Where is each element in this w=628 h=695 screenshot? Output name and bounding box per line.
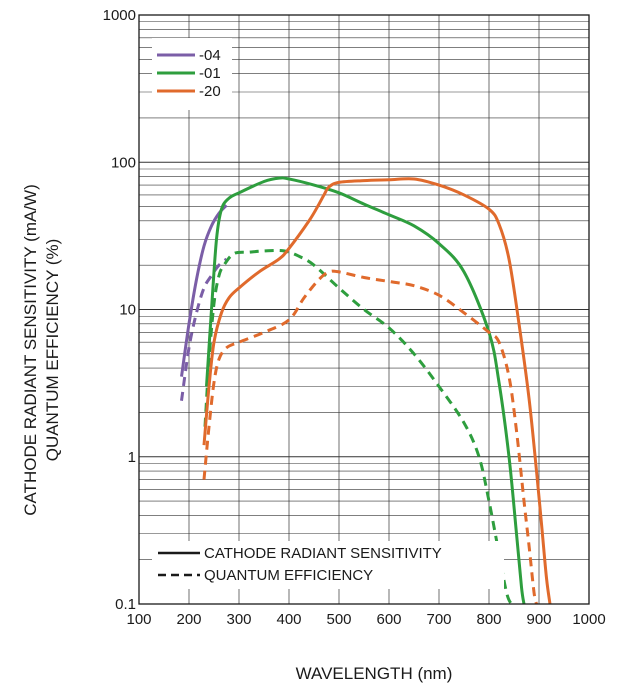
- x-tick-label: 700: [426, 611, 451, 628]
- legend-line-style: CATHODE RADIANT SENSITIVITY QUANTUM EFFIC…: [152, 541, 504, 589]
- legend-style-label: QUANTUM EFFICIENCY: [204, 567, 373, 584]
- x-axis-title: WAVELENGTH (nm): [296, 664, 453, 683]
- x-tick-labels: 100 200 300 400 500 600 700 800 900 1000: [126, 611, 605, 628]
- y-tick-label: 100: [111, 154, 136, 171]
- legend-label: -04: [199, 47, 221, 64]
- x-tick-label: 400: [276, 611, 301, 628]
- x-tick-label: 1000: [572, 611, 605, 628]
- series-line-m04-qe: [180, 257, 228, 401]
- plot-frame: [138, 14, 590, 605]
- y-axis-title-line-2: QUANTUM EFFICIENCY (%): [43, 239, 62, 462]
- series-line-m01-sensitivity: [205, 176, 526, 605]
- y-axis-title-line-1: CATHODE RADIANT SENSITIVITY (mA/W): [21, 184, 40, 516]
- y-tick-label: 1000: [103, 7, 136, 24]
- legend-style-label: CATHODE RADIANT SENSITIVITY: [204, 545, 442, 562]
- x-tick-label: 600: [376, 611, 401, 628]
- y-tick-labels: 0.1 1 10 100 1000: [103, 7, 136, 613]
- x-tick-label: 900: [526, 611, 551, 628]
- x-tick-label: 500: [326, 611, 351, 628]
- series-line-m20-qe: [202, 269, 538, 605]
- x-tick-label: 100: [126, 611, 151, 628]
- series-line-m01-qe: [203, 248, 516, 607]
- grid: [139, 15, 589, 604]
- x-tick-label: 300: [226, 611, 251, 628]
- y-tick-label: 0.1: [115, 596, 136, 613]
- series-line-m20-sensitivity: [202, 177, 552, 605]
- x-tick-label: 800: [476, 611, 501, 628]
- y-tick-label: 10: [119, 302, 136, 319]
- legend-series: -04-01-20: [152, 38, 232, 110]
- series-lines: [180, 176, 552, 607]
- legend-label: -20: [199, 83, 221, 100]
- y-tick-label: 1: [128, 449, 136, 466]
- x-tick-label: 200: [176, 611, 201, 628]
- legend-label: -01: [199, 65, 221, 82]
